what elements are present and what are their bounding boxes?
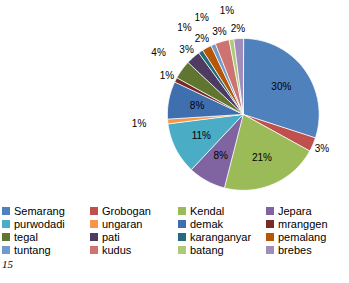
html-text:ungaran: ungaran <box>102 218 143 230</box>
svg-text:1%: 1% <box>194 12 209 23</box>
svg-text:21%: 21% <box>252 152 272 163</box>
svg-text:3%: 3% <box>315 143 330 154</box>
html-text:Jepara: Jepara <box>278 205 312 217</box>
html-text:tegal: tegal <box>14 231 38 243</box>
svg-text:1%: 1% <box>177 22 192 33</box>
svg-text:30%: 30% <box>271 81 291 92</box>
svg-text:1%: 1% <box>160 70 175 81</box>
html-text:15: 15 <box>2 258 13 270</box>
html-text:tuntang: tuntang <box>14 244 51 256</box>
html-text:Semarang: Semarang <box>14 205 65 217</box>
svg-text:3%: 3% <box>212 26 227 37</box>
svg-text:11%: 11% <box>192 130 211 141</box>
html-text:brebes: brebes <box>278 244 312 256</box>
html-text:mranggen: mranggen <box>278 218 328 230</box>
svg-text:2%: 2% <box>231 23 246 34</box>
html-text:pati: pati <box>102 231 120 243</box>
svg-text:1%: 1% <box>132 118 147 129</box>
svg-text:4%: 4% <box>151 47 166 58</box>
html-text:kudus: kudus <box>102 244 132 256</box>
svg-text:2%: 2% <box>195 33 210 44</box>
svg-text:3%: 3% <box>179 44 194 55</box>
html-text:Kendal: Kendal <box>190 205 225 217</box>
html-text:batang: batang <box>190 244 224 256</box>
svg-text:1%: 1% <box>220 5 235 16</box>
html-text:karanganyar: karanganyar <box>190 231 252 243</box>
svg-text:8%: 8% <box>190 100 205 111</box>
html-text:pemalang: pemalang <box>278 231 327 243</box>
html-text:Grobogan: Grobogan <box>102 205 151 217</box>
svg-text:8%: 8% <box>213 150 228 161</box>
html-text:demak: demak <box>190 218 223 230</box>
html-text:purwodadi: purwodadi <box>14 218 65 230</box>
